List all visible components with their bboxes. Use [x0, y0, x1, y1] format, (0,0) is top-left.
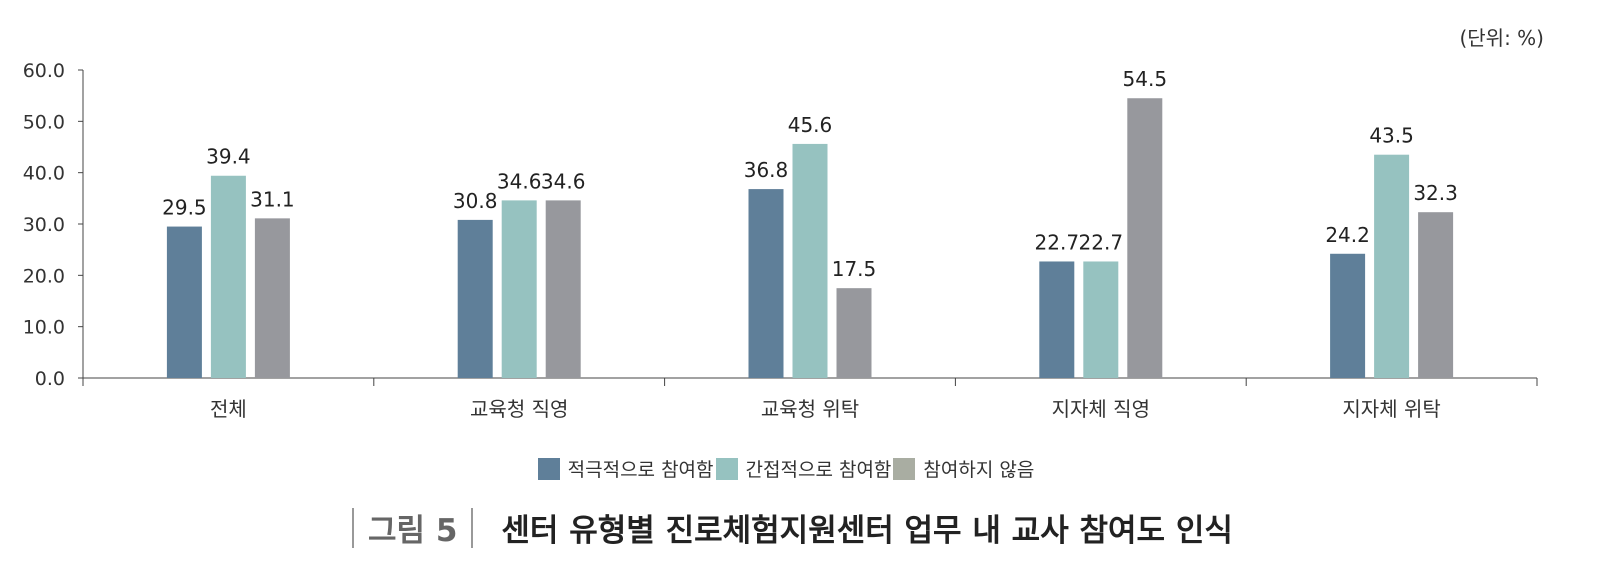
figure-caption: 그림 5 센터 유형별 진로체험지원센터 업무 내 교사 참여도 인식	[338, 505, 1233, 550]
y-tick-label: 10.0	[23, 317, 65, 339]
data-label: 17.5	[832, 257, 877, 281]
data-label: 24.2	[1325, 223, 1370, 247]
x-tick-label: 교육청 직영	[470, 397, 568, 421]
y-tick-label: 0.0	[35, 368, 65, 390]
divider	[471, 507, 474, 548]
data-label: 29.5	[162, 196, 207, 220]
bar	[254, 218, 290, 378]
data-label: 31.1	[250, 187, 295, 211]
legend: 적극적으로 참여함 간접적으로 참여함 참여하지 않음	[0, 455, 1612, 482]
legend-item: 간접적으로 참여함	[715, 455, 892, 482]
bar	[457, 219, 493, 378]
figure-label: 그림 5	[368, 513, 458, 549]
bar	[1374, 154, 1410, 378]
data-label: 22.7	[1079, 230, 1124, 254]
figure-title: 센터 유형별 진로체험지원센터 업무 내 교사 참여도 인식	[501, 513, 1233, 549]
bar	[1127, 98, 1163, 378]
legend-label: 참여하지 않음	[923, 459, 1035, 481]
data-label: 54.5	[1123, 67, 1168, 91]
bar	[1039, 261, 1075, 378]
legend-swatch	[893, 457, 916, 480]
bar	[792, 143, 828, 378]
legend-item: 참여하지 않음	[893, 455, 1034, 482]
bar	[210, 175, 246, 378]
divider	[352, 507, 354, 548]
unit-label: (단위: %)	[1459, 26, 1544, 50]
data-label: 45.6	[788, 113, 833, 137]
x-tick-label: 지자체 직영	[1052, 397, 1150, 421]
data-label: 39.4	[206, 145, 251, 169]
bar	[748, 189, 784, 378]
y-tick-label: 30.0	[23, 214, 65, 236]
data-label: 36.8	[744, 158, 789, 182]
x-tick-label: 지자체 위탁	[1342, 397, 1440, 421]
legend-label: 간접적으로 참여함	[745, 459, 892, 481]
data-label: 34.6	[541, 169, 586, 193]
bar-chart: 0.0 10.0 20.0 30.0 40.0 50.0 60.0 전체 29.5 39.4 31.…	[23, 60, 1538, 421]
legend-swatch	[715, 457, 738, 480]
y-tick-label: 50.0	[23, 111, 65, 133]
bar	[166, 226, 202, 378]
bar	[1083, 261, 1119, 378]
y-tick-label: 20.0	[23, 265, 65, 287]
x-tick-label: 전체	[210, 397, 247, 421]
data-label: 32.3	[1413, 181, 1458, 205]
bar	[545, 200, 581, 378]
bar	[836, 288, 872, 378]
legend-swatch	[537, 457, 560, 480]
data-label: 43.5	[1369, 124, 1414, 148]
bar	[1418, 212, 1454, 378]
legend-item: 적극적으로 참여함	[537, 455, 714, 482]
data-label: 34.6	[497, 169, 542, 193]
bar	[1330, 253, 1366, 378]
data-label: 30.8	[453, 189, 498, 213]
data-label: 22.7	[1035, 230, 1080, 254]
y-tick-label: 40.0	[23, 163, 65, 185]
y-tick-label: 60.0	[23, 60, 65, 82]
x-tick-label: 교육청 위탁	[761, 397, 859, 421]
legend-label: 적극적으로 참여함	[567, 459, 714, 481]
bar	[501, 200, 537, 378]
